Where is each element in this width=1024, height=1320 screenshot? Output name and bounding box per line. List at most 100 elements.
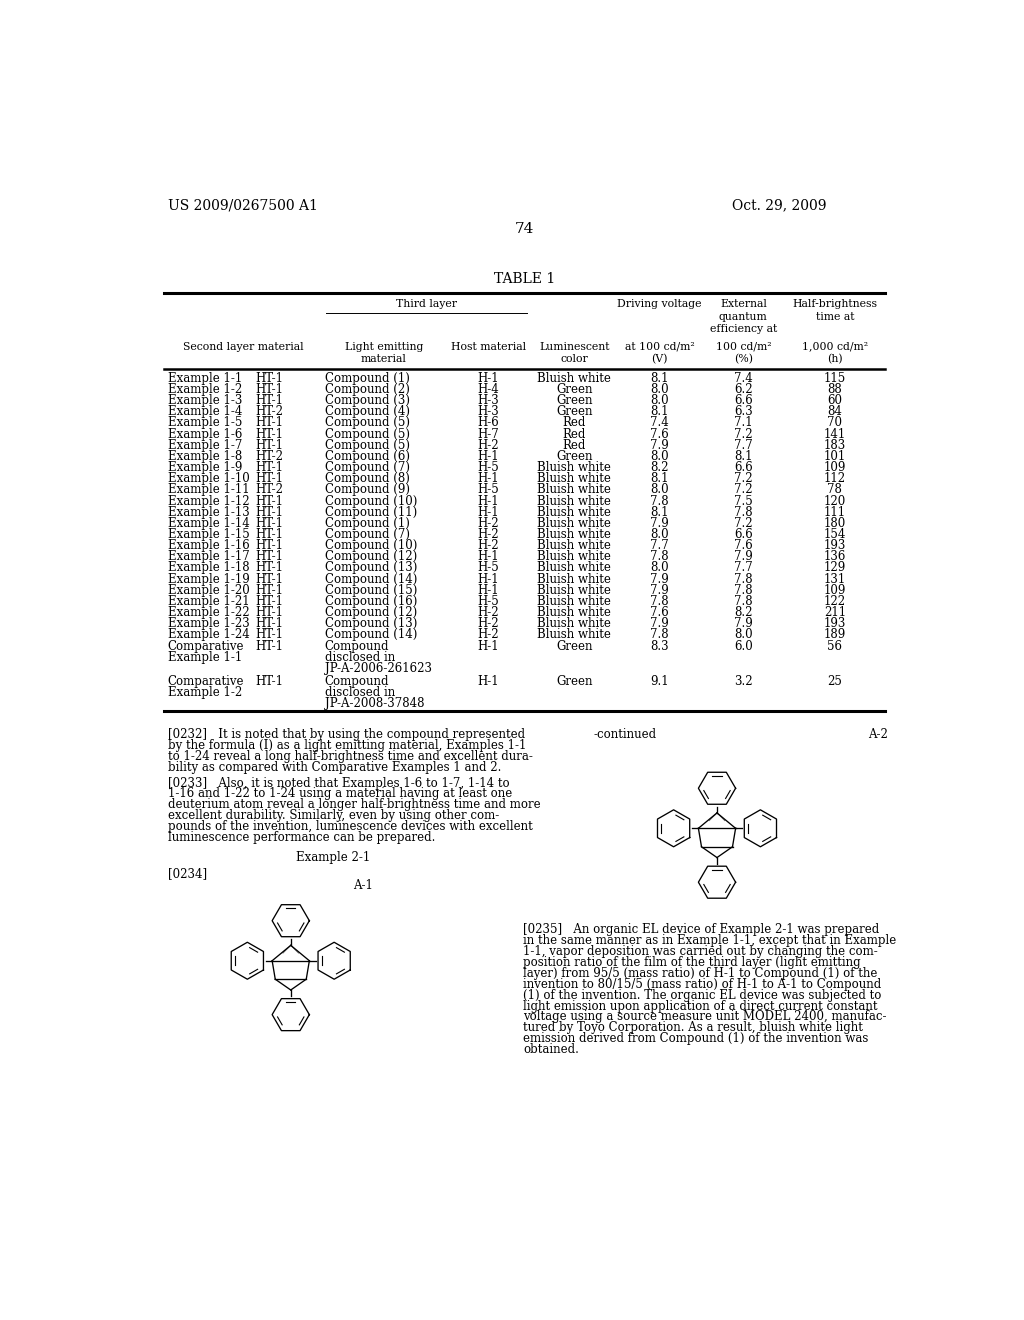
Text: 7.6: 7.6 bbox=[650, 606, 669, 619]
Text: H-3: H-3 bbox=[477, 405, 500, 418]
Text: H-1: H-1 bbox=[477, 495, 499, 507]
Text: Bluish white: Bluish white bbox=[538, 372, 611, 384]
Text: Compound (9): Compound (9) bbox=[325, 483, 410, 496]
Text: Example 1-19: Example 1-19 bbox=[168, 573, 249, 586]
Text: Compound (10): Compound (10) bbox=[325, 495, 417, 507]
Text: Example 1-5: Example 1-5 bbox=[168, 416, 242, 429]
Text: 7.2: 7.2 bbox=[734, 473, 753, 486]
Text: Compound (4): Compound (4) bbox=[325, 405, 410, 418]
Text: Compound (11): Compound (11) bbox=[325, 506, 417, 519]
Text: 8.0: 8.0 bbox=[650, 395, 669, 407]
Text: 109: 109 bbox=[823, 583, 846, 597]
Text: 141: 141 bbox=[823, 428, 846, 441]
Text: Bluish white: Bluish white bbox=[538, 583, 611, 597]
Text: 122: 122 bbox=[823, 595, 846, 609]
Text: 1,000 cd/m²
(h): 1,000 cd/m² (h) bbox=[802, 342, 868, 364]
Text: Example 1-3: Example 1-3 bbox=[168, 395, 242, 407]
Text: 131: 131 bbox=[823, 573, 846, 586]
Text: Example 1-4: Example 1-4 bbox=[168, 405, 242, 418]
Text: Red: Red bbox=[563, 428, 586, 441]
Text: Compound (7): Compound (7) bbox=[325, 461, 410, 474]
Text: Example 1-1: Example 1-1 bbox=[168, 651, 242, 664]
Text: Compound (16): Compound (16) bbox=[325, 595, 417, 609]
Text: H-5: H-5 bbox=[477, 595, 500, 609]
Text: Example 1-15: Example 1-15 bbox=[168, 528, 249, 541]
Text: HT-1: HT-1 bbox=[255, 372, 283, 384]
Text: 6.2: 6.2 bbox=[734, 383, 753, 396]
Text: 7.1: 7.1 bbox=[734, 416, 753, 429]
Text: H-2: H-2 bbox=[477, 618, 499, 631]
Text: Light emitting
material: Light emitting material bbox=[344, 342, 423, 364]
Text: Example 1-10: Example 1-10 bbox=[168, 473, 249, 486]
Text: Comparative: Comparative bbox=[168, 675, 244, 688]
Text: voltage using a source measure unit MODEL 2400, manufac-: voltage using a source measure unit MODE… bbox=[523, 1011, 887, 1023]
Text: Bluish white: Bluish white bbox=[538, 539, 611, 552]
Text: H-4: H-4 bbox=[477, 383, 500, 396]
Text: (1) of the invention. The organic EL device was subjected to: (1) of the invention. The organic EL dev… bbox=[523, 989, 882, 1002]
Text: 211: 211 bbox=[823, 606, 846, 619]
Text: 6.3: 6.3 bbox=[734, 405, 753, 418]
Text: 7.9: 7.9 bbox=[650, 618, 669, 631]
Text: HT-1: HT-1 bbox=[255, 628, 283, 642]
Text: HT-1: HT-1 bbox=[255, 561, 283, 574]
Text: HT-1: HT-1 bbox=[255, 539, 283, 552]
Text: 6.6: 6.6 bbox=[734, 461, 753, 474]
Text: HT-1: HT-1 bbox=[255, 675, 283, 688]
Text: 56: 56 bbox=[827, 640, 843, 652]
Text: Example 1-18: Example 1-18 bbox=[168, 561, 249, 574]
Text: Example 1-11: Example 1-11 bbox=[168, 483, 249, 496]
Text: 6.6: 6.6 bbox=[734, 395, 753, 407]
Text: HT-1: HT-1 bbox=[255, 550, 283, 564]
Text: Green: Green bbox=[556, 405, 593, 418]
Text: Compound (8): Compound (8) bbox=[325, 473, 410, 486]
Text: Example 1-2: Example 1-2 bbox=[168, 383, 242, 396]
Text: Example 1-23: Example 1-23 bbox=[168, 618, 249, 631]
Text: 60: 60 bbox=[827, 395, 843, 407]
Text: 154: 154 bbox=[823, 528, 846, 541]
Text: Red: Red bbox=[563, 438, 586, 451]
Text: A-1: A-1 bbox=[352, 879, 373, 892]
Text: Bluish white: Bluish white bbox=[538, 517, 611, 529]
Text: HT-1: HT-1 bbox=[255, 506, 283, 519]
Text: H-2: H-2 bbox=[477, 539, 499, 552]
Text: Example 1-22: Example 1-22 bbox=[168, 606, 249, 619]
Text: 7.8: 7.8 bbox=[650, 595, 669, 609]
Text: HT-1: HT-1 bbox=[255, 606, 283, 619]
Text: Example 1-2: Example 1-2 bbox=[168, 686, 242, 698]
Text: Example 1-17: Example 1-17 bbox=[168, 550, 249, 564]
Text: 7.8: 7.8 bbox=[650, 495, 669, 507]
Text: Compound (15): Compound (15) bbox=[325, 583, 417, 597]
Text: US 2009/0267500 A1: US 2009/0267500 A1 bbox=[168, 198, 318, 213]
Text: 8.1: 8.1 bbox=[650, 506, 669, 519]
Text: light emission upon application of a direct current constant: light emission upon application of a dir… bbox=[523, 999, 878, 1012]
Text: HT-1: HT-1 bbox=[255, 583, 283, 597]
Text: HT-2: HT-2 bbox=[255, 450, 283, 463]
Text: Example 1-13: Example 1-13 bbox=[168, 506, 249, 519]
Text: 180: 180 bbox=[823, 517, 846, 529]
Text: HT-1: HT-1 bbox=[255, 573, 283, 586]
Text: H-5: H-5 bbox=[477, 461, 500, 474]
Text: Compound (1): Compound (1) bbox=[325, 517, 410, 529]
Text: Bluish white: Bluish white bbox=[538, 606, 611, 619]
Text: HT-1: HT-1 bbox=[255, 395, 283, 407]
Text: 7.8: 7.8 bbox=[734, 506, 753, 519]
Text: 120: 120 bbox=[823, 495, 846, 507]
Text: [0234]: [0234] bbox=[168, 867, 208, 880]
Text: 7.4: 7.4 bbox=[734, 372, 753, 384]
Text: Bluish white: Bluish white bbox=[538, 461, 611, 474]
Text: disclosed in: disclosed in bbox=[325, 651, 395, 664]
Text: Compound (14): Compound (14) bbox=[325, 628, 417, 642]
Text: 129: 129 bbox=[823, 561, 846, 574]
Text: Bluish white: Bluish white bbox=[538, 528, 611, 541]
Text: Compound (2): Compound (2) bbox=[325, 383, 410, 396]
Text: 1-16 and 1-22 to 1-24 using a material having at least one: 1-16 and 1-22 to 1-24 using a material h… bbox=[168, 788, 513, 800]
Text: 189: 189 bbox=[823, 628, 846, 642]
Text: Bluish white: Bluish white bbox=[538, 595, 611, 609]
Text: 7.2: 7.2 bbox=[734, 428, 753, 441]
Text: Red: Red bbox=[563, 416, 586, 429]
Text: HT-1: HT-1 bbox=[255, 528, 283, 541]
Text: Green: Green bbox=[556, 450, 593, 463]
Text: Bluish white: Bluish white bbox=[538, 483, 611, 496]
Text: 115: 115 bbox=[823, 372, 846, 384]
Text: Green: Green bbox=[556, 675, 593, 688]
